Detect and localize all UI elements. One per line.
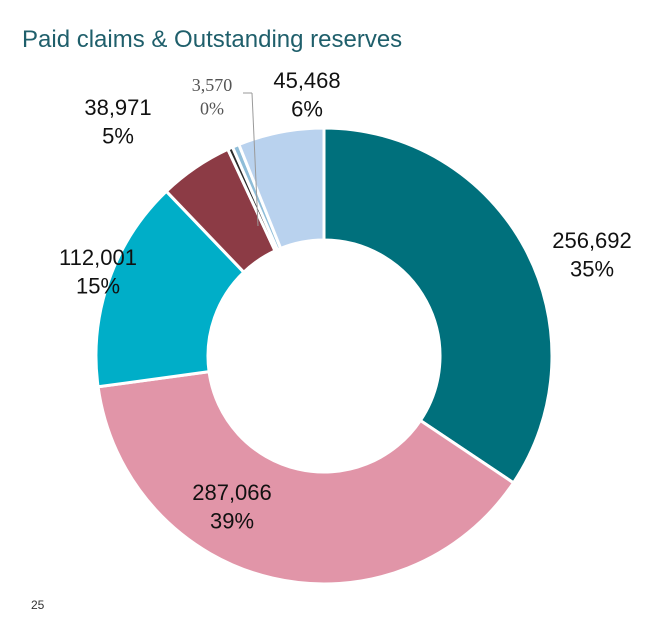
chart-title: Paid claims & Outstanding reserves [22, 26, 403, 53]
donut-slice [94, 189, 246, 389]
slice-label: 45,468 6% [273, 68, 340, 122]
slice-percent-label: 35% [570, 257, 614, 282]
page-number: 25 [31, 598, 45, 612]
data-labels: 256,692 35% 287,066 39% 112,001 15% 38,971 5% 3,… [59, 68, 632, 534]
slice-label: 38,971 5% [84, 95, 151, 149]
slice-label: 3,570 0% [192, 75, 233, 118]
donut-slice [322, 126, 554, 485]
slice-value-label: 287,066 [192, 480, 272, 505]
slice-value-label: 45,468 [273, 68, 340, 93]
leader-line [251, 92, 259, 227]
slice-value-label: 3,570 [192, 75, 233, 95]
slice-percent-label: 6% [291, 97, 323, 122]
slice-percent-label: 5% [102, 124, 134, 149]
slice-percent-label: 15% [76, 274, 120, 299]
slice-percent-label: 0% [200, 98, 224, 118]
slice-label: 112,001 15% [59, 245, 137, 299]
slice-label: 287,066 39% [192, 480, 272, 534]
slice-label: 256,692 35% [552, 228, 632, 282]
slice-value-label: 38,971 [84, 95, 151, 120]
slice-value-label: 112,001 [59, 245, 137, 270]
donut-slice [96, 369, 516, 586]
donut-slice [236, 126, 326, 251]
donut-slices [94, 126, 554, 586]
slice-value-label: 256,692 [552, 228, 632, 253]
slice-percent-label: 39% [210, 509, 254, 534]
